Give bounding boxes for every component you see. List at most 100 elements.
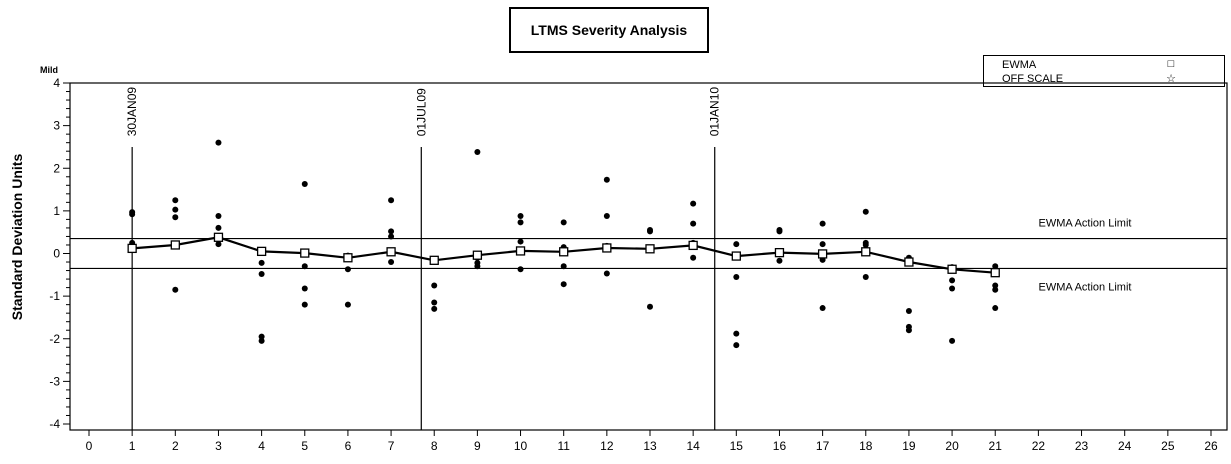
x-tick-label: 20 — [945, 439, 959, 453]
data-point — [992, 305, 999, 312]
data-point — [388, 259, 395, 266]
date-marker-label: 01JAN10 — [708, 87, 722, 137]
x-tick-label: 4 — [258, 439, 265, 453]
data-point — [172, 197, 179, 204]
ewma-point — [256, 246, 267, 257]
x-tick-label: 24 — [1118, 439, 1132, 453]
data-point — [431, 305, 438, 312]
data-point — [603, 270, 610, 277]
data-point — [603, 176, 610, 183]
data-point — [690, 200, 697, 207]
data-point — [215, 212, 222, 219]
x-tick-label: 23 — [1075, 439, 1089, 453]
y-tick-label: -3 — [49, 374, 60, 388]
x-tick-label: 6 — [345, 439, 352, 453]
legend-entry-off-scale: OFF SCALE — [1002, 72, 1063, 86]
data-point — [776, 257, 783, 264]
data-point — [301, 285, 308, 292]
data-point — [301, 263, 308, 270]
data-point — [215, 241, 222, 248]
legend-label-ewma: EWMA — [1002, 59, 1037, 71]
data-point — [949, 337, 956, 344]
data-point — [862, 241, 869, 248]
data-point — [733, 330, 740, 337]
data-point — [215, 224, 222, 231]
ewma-point — [861, 247, 871, 257]
data-point — [517, 238, 524, 245]
data-point — [819, 220, 826, 227]
ewma-point — [515, 246, 526, 256]
ewma-point — [774, 247, 785, 258]
y-tick-label: 2 — [53, 161, 60, 175]
data-point — [344, 301, 351, 308]
legend-entry-ewma: EWMA — [1002, 58, 1036, 72]
data-point — [862, 273, 869, 280]
x-tick-label: 22 — [1032, 439, 1046, 453]
y-tick-label: 3 — [53, 119, 60, 133]
ewma-point — [731, 251, 741, 261]
chart-title-box: LTMS Severity Analysis — [509, 7, 709, 53]
x-tick-label: 21 — [989, 439, 1003, 453]
y-tick-label: -1 — [49, 289, 60, 303]
data-point — [819, 241, 826, 248]
data-point — [992, 282, 999, 289]
data-point — [949, 285, 956, 292]
data-point — [560, 219, 567, 226]
x-tick-label: 3 — [215, 439, 222, 453]
data-point — [560, 281, 567, 288]
data-point — [647, 303, 653, 310]
data-point — [733, 273, 740, 280]
ewma-point — [213, 232, 224, 242]
data-point — [776, 228, 783, 235]
data-point — [603, 212, 610, 219]
x-tick-label: 25 — [1161, 439, 1175, 453]
x-tick-label: 16 — [773, 439, 787, 453]
ewma-point — [127, 243, 137, 254]
ewma-point — [386, 247, 396, 257]
x-tick-label: 26 — [1204, 439, 1218, 453]
data-point — [258, 337, 265, 344]
x-tick-label: 12 — [600, 439, 614, 453]
data-point — [388, 197, 395, 204]
data-point — [388, 233, 395, 240]
data-point — [862, 208, 869, 215]
data-point — [258, 333, 265, 340]
ewma-point — [472, 250, 483, 260]
x-tick-label: 15 — [730, 439, 744, 453]
x-tick-label: 14 — [686, 439, 700, 453]
ewma-point — [170, 240, 180, 250]
ewma-point — [645, 244, 655, 254]
y-tick-label: -4 — [49, 417, 60, 431]
action-limit-label: EWMA Action Limit — [1039, 281, 1132, 293]
ewma-point — [688, 240, 698, 251]
legend-label-off-scale: OFF SCALE — [1002, 73, 1064, 85]
x-tick-label: 0 — [86, 439, 93, 453]
legend-symbol-star-icon: ☆ — [1166, 73, 1176, 85]
data-point — [301, 181, 308, 188]
data-point — [344, 266, 351, 273]
date-marker-label: 30JAN09 — [125, 87, 139, 137]
ewma-point — [602, 243, 612, 253]
x-tick-label: 7 — [388, 439, 395, 453]
data-point — [733, 241, 740, 248]
x-tick-label: 11 — [557, 439, 570, 453]
y-top-label-mild: Mild — [40, 65, 58, 75]
x-tick-label: 10 — [514, 439, 528, 453]
ewma-point — [817, 249, 828, 259]
data-point — [905, 327, 912, 334]
data-point — [388, 228, 395, 235]
data-point — [560, 263, 567, 270]
data-point — [129, 211, 136, 218]
x-tick-label: 1 — [129, 439, 136, 453]
ewma-point — [429, 255, 439, 265]
ewma-point — [990, 268, 1000, 278]
data-point — [690, 220, 697, 227]
ewma-point — [947, 264, 957, 274]
data-point — [431, 282, 438, 289]
data-point — [431, 299, 438, 306]
data-point — [949, 277, 956, 284]
data-point — [647, 228, 653, 235]
x-tick-label: 19 — [902, 439, 916, 453]
data-point — [258, 259, 265, 266]
